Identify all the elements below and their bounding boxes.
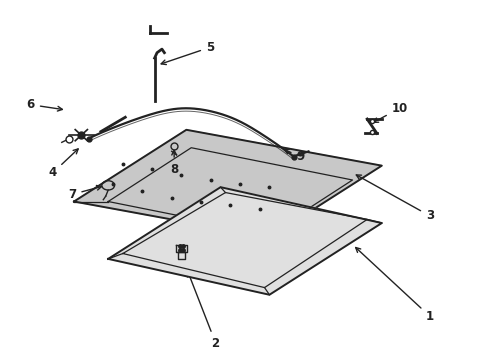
Text: 2: 2: [188, 272, 220, 350]
Text: 6: 6: [26, 98, 62, 111]
Text: 10: 10: [373, 102, 408, 122]
Polygon shape: [74, 130, 382, 237]
Text: 8: 8: [170, 150, 178, 176]
Text: 3: 3: [356, 175, 434, 222]
Text: 5: 5: [161, 41, 214, 64]
Text: 4: 4: [49, 149, 78, 179]
Text: 9: 9: [284, 149, 305, 163]
Polygon shape: [108, 187, 382, 295]
Text: 1: 1: [356, 247, 434, 323]
Text: 7: 7: [68, 185, 101, 201]
